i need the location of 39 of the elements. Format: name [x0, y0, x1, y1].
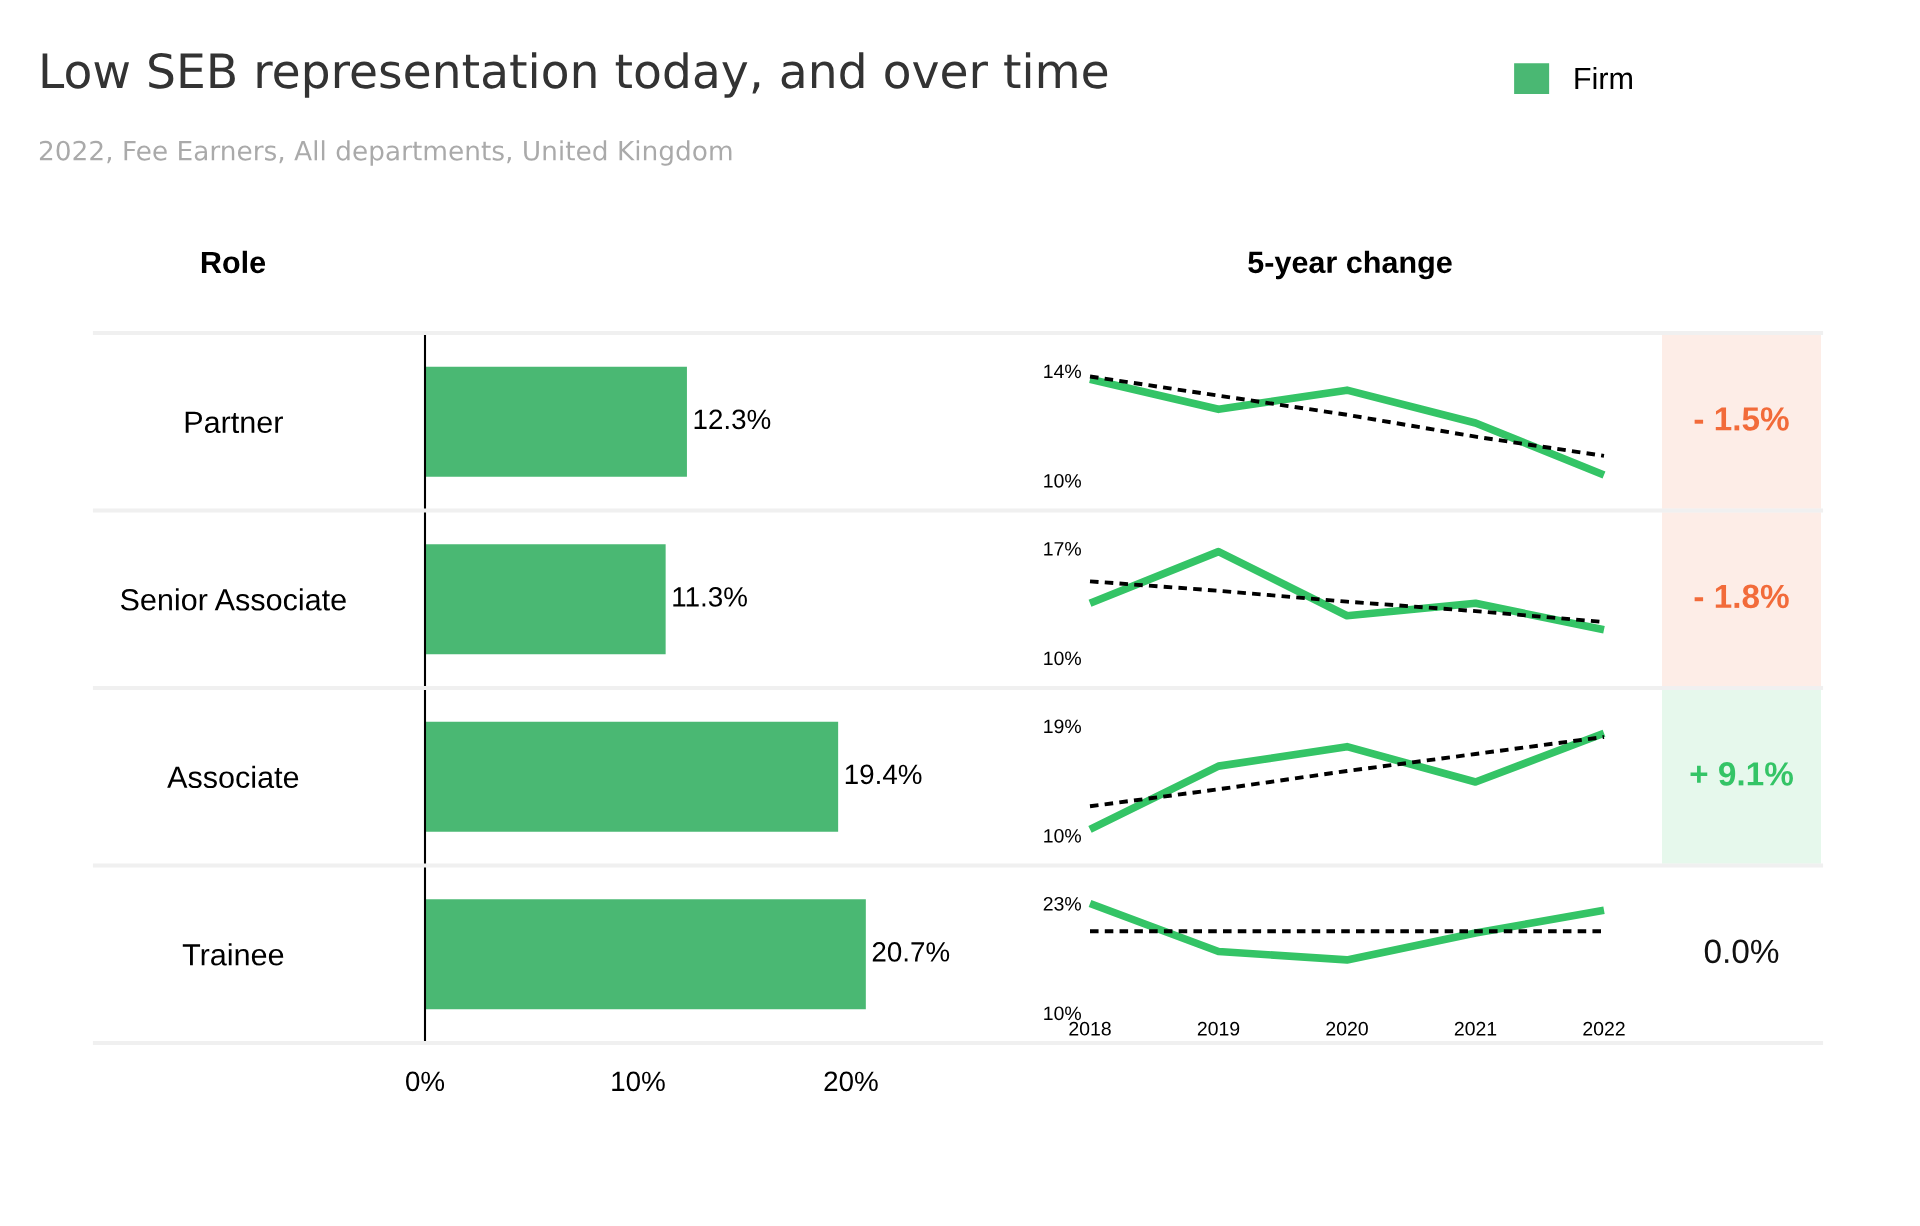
chart-subtitle: 2022, Fee Earners, All departments, United Kingdom — [39, 140, 732, 166]
text: - 1.5% — [1694, 407, 1789, 431]
y-tick-label: Partner — [185, 411, 283, 434]
y-tick-label: 10% — [1044, 473, 1081, 488]
y-tick-label: Trainee — [182, 943, 284, 966]
bar — [425, 366, 687, 477]
line-series — [1088, 374, 1606, 458]
x-tick-label: 2022 — [1583, 1021, 1625, 1036]
bar — [425, 721, 839, 832]
y-tick-label: 23% — [1043, 896, 1081, 911]
bar — [425, 544, 666, 655]
data-label: 12.3% — [694, 409, 771, 430]
x-tick-label: 2021 — [1454, 1021, 1497, 1036]
x-tick-label: 2020 — [1326, 1021, 1368, 1036]
line-series — [1088, 735, 1606, 809]
y-tick-label: 10% — [1044, 651, 1081, 666]
x-tick-label: 10% — [612, 1071, 665, 1092]
y-tick-label: 10% — [1044, 1006, 1081, 1021]
x-tick-label: 0% — [406, 1071, 445, 1092]
bar — [425, 899, 866, 1010]
text: + 9.1% — [1690, 762, 1793, 786]
y-tick-label: 19% — [1044, 719, 1081, 734]
text: 0.0% — [1704, 939, 1779, 964]
text: - 1.8% — [1694, 584, 1789, 609]
y-tick-label: 17% — [1044, 542, 1081, 556]
data-label: 19.4% — [845, 764, 922, 785]
y-axis-title: Role — [201, 250, 266, 274]
y-tick-label: 14% — [1044, 364, 1081, 379]
chart-title: Low SEB representation today, and over time — [42, 52, 1108, 98]
y-tick-label: Senior Associate — [120, 588, 346, 611]
x-tick-label: 20% — [824, 1071, 878, 1092]
legend-label: Firm — [1575, 66, 1632, 90]
x-tick-label: 2018 — [1069, 1021, 1111, 1036]
chart-title: 5-year change — [1248, 250, 1452, 280]
y-tick-label: Associate — [167, 765, 299, 789]
data-label: 11.3% — [673, 587, 747, 607]
y-tick-label: 10% — [1044, 828, 1081, 843]
x-tick-label: 2019 — [1197, 1021, 1240, 1036]
data-label: 20.7% — [872, 942, 950, 962]
